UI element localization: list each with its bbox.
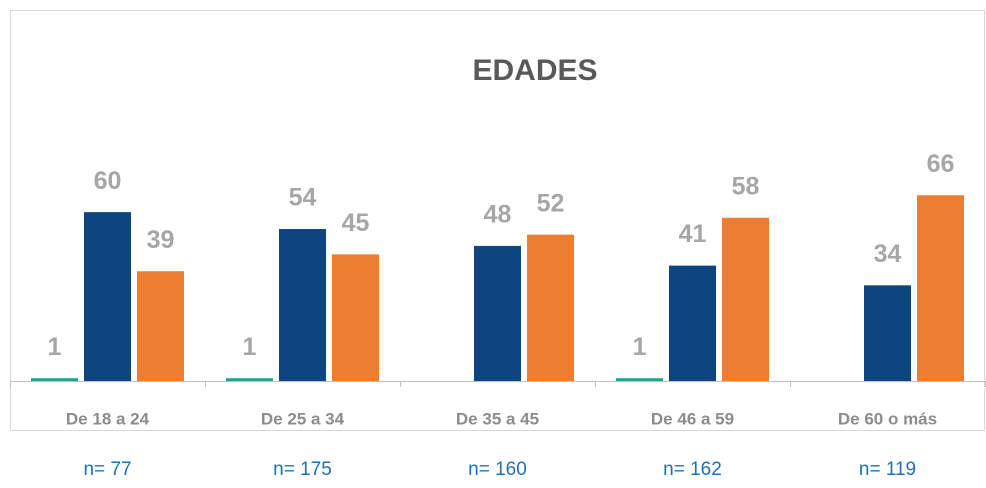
chart-border <box>10 10 985 431</box>
value-label: 54 <box>289 184 317 212</box>
bar <box>527 234 574 381</box>
x-tick-label: De 60 o más <box>838 409 937 428</box>
bar <box>226 378 273 381</box>
x-tick-label: De 18 a 24 <box>66 409 150 428</box>
bar <box>722 217 769 381</box>
bar <box>332 254 379 381</box>
bar <box>137 271 184 381</box>
bar <box>917 195 964 381</box>
bar <box>84 212 131 381</box>
bar <box>279 229 326 381</box>
sample-size: n= 119 <box>859 459 916 480</box>
bar <box>616 378 663 381</box>
value-label: 60 <box>94 167 122 195</box>
sample-size: n= 162 <box>663 459 722 480</box>
value-label: 45 <box>342 209 370 237</box>
value-label: 41 <box>679 220 707 248</box>
bar <box>474 245 521 381</box>
x-tick-label: De 35 a 45 <box>456 409 539 428</box>
value-label: 52 <box>537 189 565 217</box>
x-tick-label: De 46 a 59 <box>651 409 734 428</box>
value-label: 34 <box>874 240 902 268</box>
value-label: 39 <box>147 226 175 254</box>
value-label: 58 <box>732 172 760 200</box>
sample-size: n= 175 <box>273 459 332 480</box>
sample-size: n= 160 <box>468 459 527 480</box>
chart-title: EDADES <box>472 54 597 87</box>
sample-size: n= 77 <box>83 459 131 480</box>
value-label: 1 <box>48 333 62 361</box>
x-tick-label: De 25 a 34 <box>261 409 345 428</box>
value-label: 48 <box>484 201 512 229</box>
bar <box>669 265 716 381</box>
value-label: 66 <box>927 150 955 178</box>
bar <box>31 378 78 381</box>
bar <box>864 285 911 381</box>
value-label: 1 <box>243 333 257 361</box>
value-label: 1 <box>633 333 647 361</box>
